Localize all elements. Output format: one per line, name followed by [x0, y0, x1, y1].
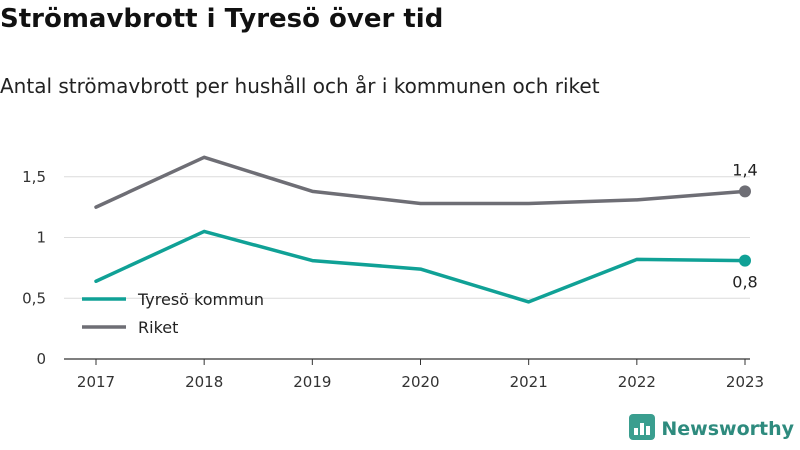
chart-subtitle: Antal strömavbrott per hushåll och år i … — [0, 74, 600, 98]
series-endpoint-1 — [739, 185, 751, 198]
x-tick-label: 2018 — [185, 373, 223, 391]
x-tick-label: 2020 — [401, 373, 439, 391]
x-tick-label: 2022 — [618, 373, 656, 391]
y-tick-label: 0 — [36, 350, 46, 368]
grid-lines — [64, 176, 750, 299]
y-tick-label: 1 — [36, 229, 46, 247]
y-tick-label: 0,5 — [22, 289, 46, 307]
series-endpoint-0 — [739, 254, 751, 267]
end-value-label-0: 0,8 — [732, 273, 757, 292]
y-tick-label: 1,5 — [22, 168, 46, 186]
legend-label-1: Riket — [138, 318, 178, 337]
x-tick-label: 2021 — [510, 373, 548, 391]
brand-logo: Newsworthy — [629, 414, 794, 444]
end-value-label-1: 1,4 — [732, 160, 757, 179]
series-line-1 — [94, 155, 747, 209]
bar-chart-logo-icon — [629, 414, 656, 444]
axes: 0 0,5 1 1,5 2017 2018 2019 2020 2021 2022 2023 — [22, 168, 764, 391]
x-tick-label: 2023 — [726, 373, 764, 391]
legend: Tyresö kommun Riket — [82, 290, 264, 337]
x-tick-label: 2017 — [77, 373, 115, 391]
series-group — [94, 155, 751, 304]
series-line-0 — [94, 229, 747, 304]
brand-name: Newsworthy — [661, 418, 794, 440]
legend-label-0: Tyresö kommun — [137, 290, 264, 309]
x-tick-label: 2019 — [293, 373, 331, 391]
data-labels: 0,8 1,4 — [732, 160, 757, 291]
chart-title: Strömavbrott i Tyresö över tid — [0, 4, 444, 34]
